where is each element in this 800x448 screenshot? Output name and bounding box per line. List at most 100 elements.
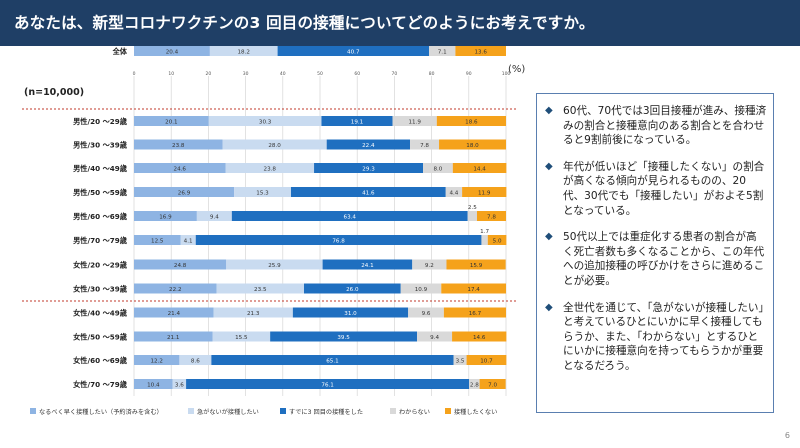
bar-segment [179,355,212,365]
data-label: 10.4 [147,383,160,389]
diamond-bullet-icon: ◆ [545,160,553,172]
category-label: 女性/20 ～29歳 [73,261,128,270]
bar-segment [134,283,217,294]
bar-segment [322,259,413,270]
data-label: 76.1 [321,383,334,389]
bar-segment [452,331,507,342]
data-label: 9.2 [425,263,434,269]
data-label: 21.3 [247,311,260,317]
x-tick-label: 90 [466,71,472,77]
category-label: 男性/70 ～79歳 [72,236,128,245]
legend-label: 急がないが接種したい [197,408,259,416]
x-tick-label: 80 [429,71,435,77]
bar-segment [277,46,429,56]
bar-segment [208,116,322,126]
legend-label: 接種したくない [454,408,497,416]
data-label: 19.1 [351,120,364,126]
bar-segment [476,211,506,221]
bar-segment [423,163,453,173]
data-label: 18.2 [238,50,250,56]
category-label: 女性/60 ～69歳 [73,356,128,365]
legend-label: わからない [399,409,430,416]
bar-segment [487,235,507,245]
bar-segment [469,379,480,389]
data-label: 65.1 [326,359,339,365]
data-label: 23.8 [264,167,277,173]
bar-segment [408,307,444,318]
bar-segment [462,187,507,197]
note-item: ◆ 60代、70代では3回目接種が進み、接種済みの割合と接種意向のある割合とを合わ… [543,104,767,148]
x-tick-label: 10 [168,71,174,77]
bar-segment [445,187,463,197]
data-label: 14.4 [473,167,486,173]
bar-segment [134,355,180,365]
page-title: あなたは、新型コロナワクチンの3 回目の接種についてどのようにお考えですか。 [14,14,595,32]
x-tick-label: 40 [280,71,286,77]
notes-list: ◆ 60代、70代では3回目接種が進み、接種済みの割合と接種意向のある割合とを合わ… [543,104,767,386]
x-tick-label: 20 [206,71,212,77]
bar-segment [392,116,437,126]
data-label: 4.4 [449,191,458,197]
category-label: 男性/20 ～29歳 [72,117,128,126]
data-label: 9.4 [210,215,219,221]
category-label: 男性/60 ～69歳 [72,212,128,221]
data-label: 7.8 [487,215,496,221]
category-label: 女性/40 ～49歳 [73,309,128,318]
data-label: 7.1 [438,50,447,56]
data-label: 28.0 [268,143,281,149]
category-label: 男性/40 ～49歳 [72,164,128,173]
data-label: 29.3 [362,167,375,173]
bar-segment [417,331,453,342]
note-text: 60代、70代では3回目接種が進み、接種済みの割合と接種意向のある割合とを合わせ… [563,105,767,147]
x-tick-label: 70 [392,71,398,77]
bar-segment [446,259,506,270]
data-label: 16.9 [159,215,172,221]
bar-segment [321,116,393,126]
legend-swatch [30,408,36,414]
data-label: 11.9 [478,191,491,197]
category-label: 女性/70 ～79歳 [73,380,128,389]
diamond-bullet-icon: ◆ [545,301,553,313]
sample-size-label: (n=10,000) [24,87,84,98]
category-label: 女性/30 ～39歳 [73,285,128,294]
category-label: 男性/30 ～39歳 [72,141,128,150]
bar-segment [467,211,477,221]
bar-segment [412,259,447,270]
bar-segment [466,355,507,365]
data-label: 39.5 [337,335,350,341]
data-label: 12.5 [151,239,164,245]
bar-segment [304,283,401,294]
bar-segment [134,259,227,270]
unit-label: (%) [508,64,525,75]
bar-segment [292,307,409,318]
data-label: 15.9 [470,263,483,269]
note-text: 年代が低いほど「接種したくない」の割合が高くなる傾向が見られるものの、20代、3… [563,160,765,217]
bar-segment [314,163,424,173]
legend-swatch [280,408,286,414]
data-label: 10.9 [415,287,428,293]
data-label: 25.9 [268,263,281,269]
bar-segment [212,331,271,342]
data-label: 2.5 [468,205,477,211]
bar-segment [134,163,226,173]
data-label: 41.6 [362,191,375,197]
bar-segment [211,355,454,365]
note-item: ◆ 50代以上では重症化する患者の割合が高く死亡者数も多くなることから、この年代へ… [543,230,767,288]
data-label: 20.1 [165,120,178,126]
data-label: 21.4 [168,311,181,317]
category-label: 女性/50 ～59歳 [73,333,128,342]
data-label: 40.7 [347,50,360,56]
page-number: 6 [784,431,790,440]
data-label: 12.2 [150,359,162,365]
bar-segment [441,283,506,294]
diamond-bullet-icon: ◆ [545,231,553,243]
diamond-bullet-icon: ◆ [545,105,553,116]
category-label: 男性/50 ～59歳 [72,188,128,197]
bar-segment [439,139,506,150]
data-label: 4.1 [184,239,193,245]
bar-segment [180,235,196,245]
data-label: 30.3 [259,120,272,126]
x-tick-label: 0 [133,71,136,77]
title-bar: あなたは、新型コロナワクチンの3 回目の接種についてどのようにお考えですか。 [0,0,800,46]
notes-box: ◆ 60代、70代では3回目接種が進み、接種済みの割合と接種意向のある割合とを合わ… [536,93,774,413]
